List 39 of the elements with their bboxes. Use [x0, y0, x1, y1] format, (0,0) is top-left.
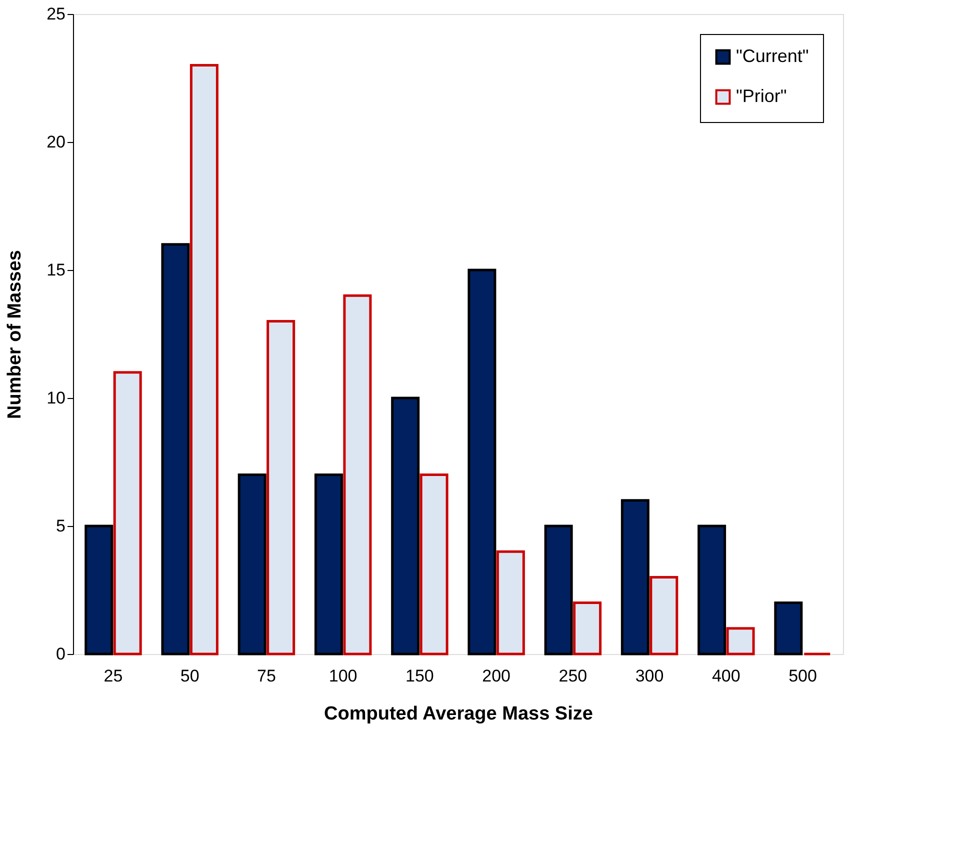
bar	[190, 64, 218, 656]
x-tick-label: 300	[635, 666, 664, 686]
bar	[650, 576, 678, 656]
bar	[113, 371, 142, 656]
bar	[343, 294, 372, 656]
bar	[420, 474, 448, 656]
bar	[468, 268, 496, 656]
x-axis-title: Computed Average Mass Size	[324, 704, 593, 724]
bar	[238, 474, 266, 656]
x-tick-label: 75	[256, 666, 276, 686]
y-tick-label: 25	[46, 4, 66, 24]
x-tick-label: 25	[104, 666, 123, 686]
y-tick-label: 15	[46, 260, 66, 280]
bar	[774, 602, 803, 656]
x-tick-label: 500	[788, 666, 817, 686]
x-tick-label: 100	[328, 666, 358, 686]
bar	[573, 602, 602, 656]
bar	[84, 524, 114, 656]
bar	[266, 320, 296, 656]
y-axis-title: Number of Masses	[4, 250, 26, 419]
x-tick-label: 200	[482, 666, 510, 686]
bar	[391, 396, 420, 656]
bar	[620, 499, 650, 656]
legend-label: "Current"	[736, 46, 809, 66]
x-tick-label: 150	[406, 666, 434, 686]
y-tick-label: 0	[56, 644, 66, 664]
bar	[698, 524, 726, 656]
bar	[314, 474, 343, 656]
bar	[544, 524, 573, 656]
bar	[726, 627, 755, 656]
y-tick-label: 5	[56, 516, 66, 536]
y-tick-label: 10	[46, 388, 66, 408]
x-tick-label: 400	[712, 666, 740, 686]
x-tick-label: 50	[180, 666, 200, 686]
bar	[161, 243, 190, 656]
bar	[496, 550, 525, 656]
legend-label: "Prior"	[736, 86, 787, 106]
y-tick-label: 20	[46, 132, 66, 152]
x-tick-label: 250	[558, 666, 588, 686]
